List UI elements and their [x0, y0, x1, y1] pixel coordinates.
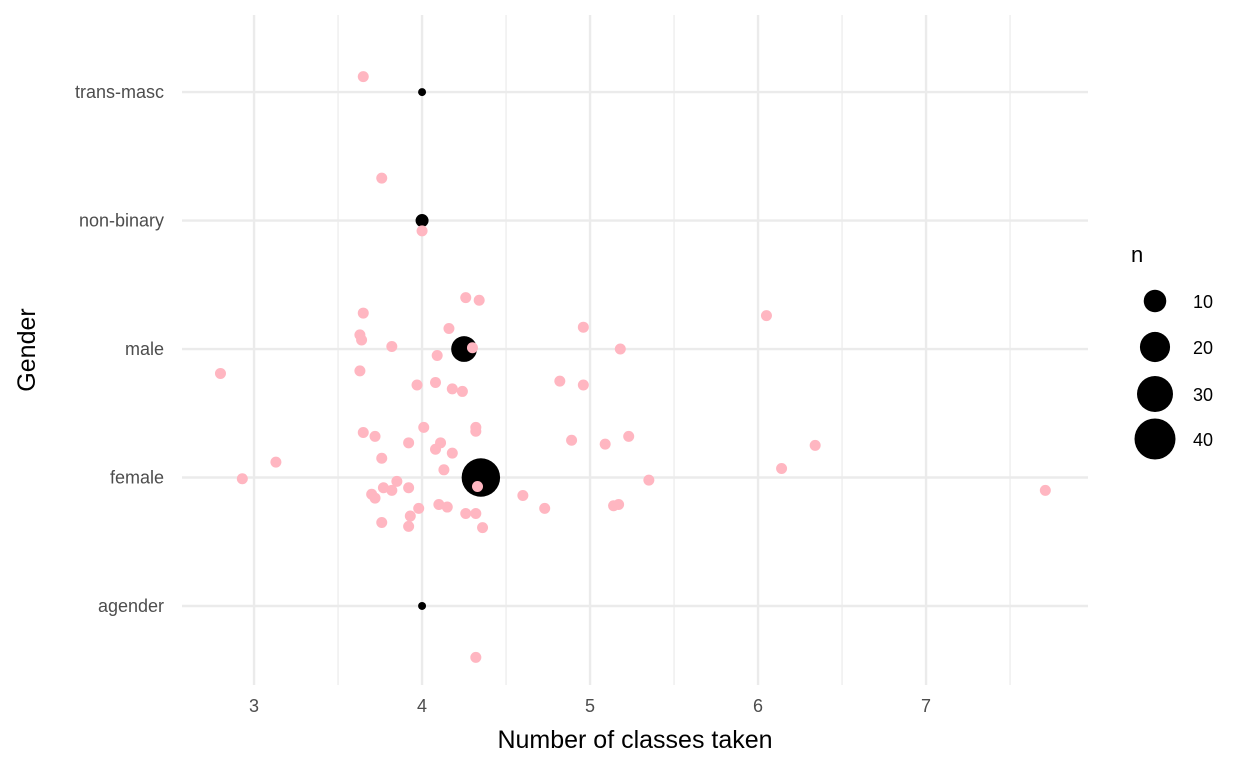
jitter-point [376, 172, 388, 184]
legend-title: n [1131, 242, 1143, 267]
jitter-point [357, 427, 369, 439]
jitter-point [517, 489, 529, 501]
jitter-point [354, 365, 366, 377]
legend-label: 40 [1193, 430, 1213, 450]
jitter-point [441, 501, 453, 513]
jitter-point [446, 383, 458, 395]
x-tick-label: 5 [585, 696, 595, 716]
jitter-point [431, 349, 443, 361]
jitter-point [539, 502, 551, 514]
legend-size-key [1143, 289, 1167, 313]
summary-point-trans-masc [418, 88, 427, 97]
jitter-point [270, 456, 282, 468]
jitter-point [460, 507, 472, 519]
summary-point-non-binary [415, 214, 429, 228]
jitter-point [577, 379, 589, 391]
y-axis-title: Gender [13, 308, 41, 391]
y-tick-label: female [110, 468, 164, 488]
jitter-point [554, 375, 566, 387]
summary-points [415, 88, 501, 610]
jitter-point [566, 434, 578, 446]
x-tick-label: 3 [249, 696, 259, 716]
legend-label: 20 [1193, 338, 1213, 358]
jitter-point [356, 334, 368, 346]
jitter-point [599, 438, 611, 450]
jitter-point [391, 475, 403, 487]
jitter-point [473, 294, 485, 306]
legend-size-key [1134, 418, 1176, 460]
jitter-point [760, 310, 772, 322]
jitter-point [430, 443, 442, 455]
jitter-point [614, 343, 626, 355]
x-tick-labels: 3 4 5 6 7 [249, 696, 931, 716]
jitter-point [403, 437, 415, 449]
jitter-point [357, 71, 369, 83]
jitter-point [438, 464, 450, 476]
grid [182, 15, 1088, 685]
jitter-point [411, 379, 423, 391]
jitter-point [608, 500, 620, 512]
jitter-point [416, 225, 428, 237]
jitter-point [369, 492, 381, 504]
jitter-point [403, 520, 415, 532]
jitter-point [357, 307, 369, 319]
x-axis-title: Number of classes taken [497, 726, 772, 754]
x-tick-label: 4 [417, 696, 427, 716]
jitter-point [456, 385, 468, 397]
summary-point-female [461, 458, 501, 497]
jitter-point [809, 439, 821, 451]
jitter-point [403, 482, 415, 494]
jitter-point [418, 421, 430, 433]
x-tick-label: 7 [921, 696, 931, 716]
jitter-point [623, 430, 635, 442]
summary-point-male [451, 336, 477, 362]
summary-point-agender [418, 602, 427, 610]
y-tick-label: trans-masc [75, 82, 164, 102]
jitter-point [369, 430, 381, 442]
jitter-point [472, 481, 484, 493]
y-tick-label: non-binary [79, 211, 164, 231]
legend-label: 30 [1193, 385, 1213, 405]
jitter-point [386, 340, 398, 352]
jitter-point [376, 452, 388, 464]
legend-size-key [1136, 375, 1174, 413]
x-tick-label: 6 [753, 696, 763, 716]
jitter-point [236, 473, 248, 485]
y-tick-label: agender [98, 596, 164, 616]
jitter-point [643, 474, 655, 486]
jitter-point [376, 516, 388, 528]
jitter-point [470, 507, 482, 519]
jitter-point [377, 482, 389, 494]
legend: n 10 20 30 40 [1131, 242, 1213, 460]
jitter-point [413, 502, 425, 514]
jitter-point [214, 367, 226, 379]
legend-size-key [1139, 331, 1171, 363]
jitter-point [1039, 484, 1051, 496]
jitter-point [477, 522, 489, 534]
jitter-point [430, 376, 442, 388]
jitter-point [577, 321, 589, 333]
jitter-point [386, 484, 398, 496]
jitter-point [470, 651, 482, 663]
jitter-point [776, 463, 788, 475]
jitter-point [466, 342, 478, 354]
jitter-point [443, 322, 455, 334]
y-tick-label: male [125, 339, 164, 359]
legend-label: 10 [1193, 292, 1213, 312]
y-tick-labels: agender female male non-binary trans-masc [75, 82, 164, 616]
jitter-points [214, 71, 1051, 663]
jitter-point [433, 498, 445, 510]
jitter-point [470, 425, 482, 437]
jitter-point [460, 292, 472, 304]
jitter-point [446, 447, 458, 459]
jitter-point [404, 510, 416, 522]
